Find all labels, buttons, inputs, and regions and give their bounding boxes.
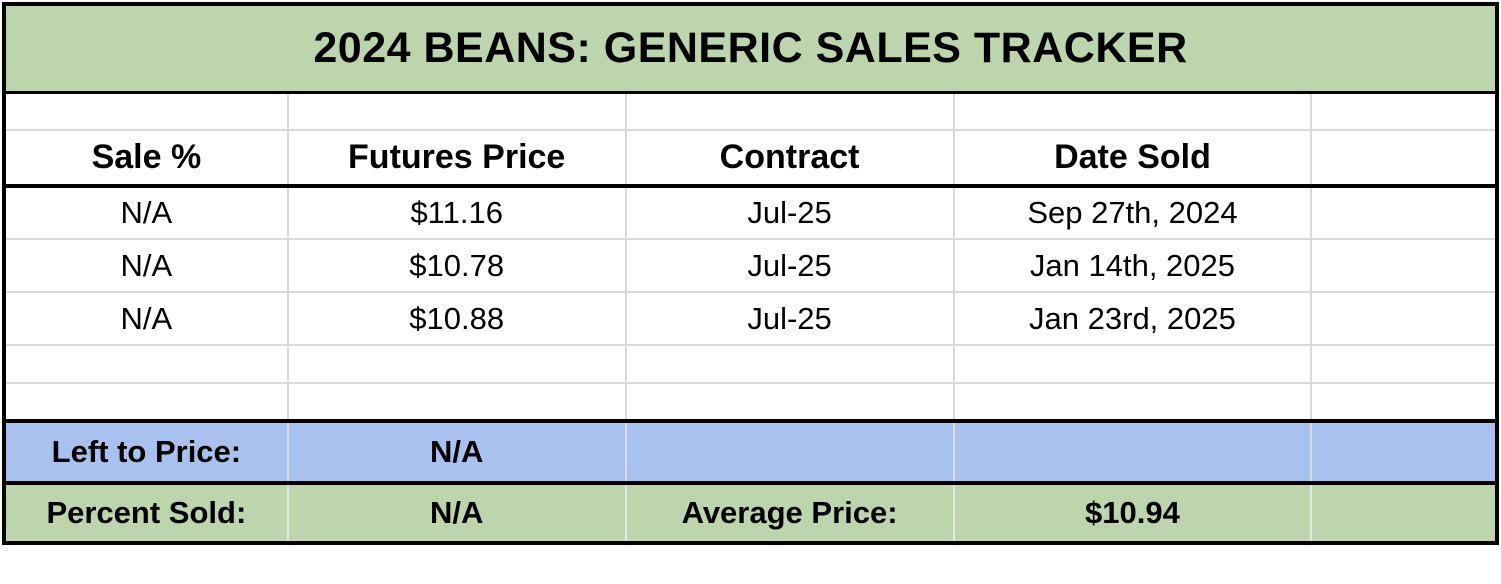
sale-row: N/A $11.16 Jul-25 Sep 27th, 2024 [4,185,1497,240]
empty-cell[interactable] [952,419,1313,484]
sale-row: N/A $10.88 Jul-25 Jan 23rd, 2025 [4,291,1497,346]
cell-sale-percent[interactable]: N/A [4,238,289,293]
cell-futures-price[interactable]: $10.88 [286,291,627,346]
empty-cell[interactable] [952,91,1313,131]
percent-sold-label[interactable]: Percent Sold: [4,481,289,544]
column-header-empty[interactable] [1310,129,1497,188]
empty-cell[interactable] [624,91,955,131]
average-price-label[interactable]: Average Price: [624,481,955,544]
cell-futures-price[interactable]: $11.16 [286,185,627,240]
title-row: 2024 BEANS: GENERIC SALES TRACKER [4,3,1497,94]
percent-sold-row: Percent Sold: N/A Average Price: $10.94 [4,481,1497,544]
cell-date-sold[interactable]: Sep 27th, 2024 [952,185,1313,240]
percent-sold-value[interactable]: N/A [286,481,627,544]
empty-cell[interactable] [1310,238,1497,293]
empty-cell[interactable] [624,344,955,384]
empty-cell[interactable] [952,382,1313,422]
empty-cell[interactable] [1310,91,1497,131]
column-header-contract[interactable]: Contract [624,129,955,188]
column-header-sale-percent[interactable]: Sale % [4,129,289,188]
empty-cell[interactable] [4,382,289,422]
column-header-row: Sale % Futures Price Contract Date Sold [4,129,1497,188]
cell-futures-price[interactable]: $10.78 [286,238,627,293]
spacer-row [4,382,1497,422]
left-to-price-row: Left to Price: N/A [4,419,1497,484]
cell-contract[interactable]: Jul-25 [624,238,955,293]
empty-cell[interactable] [624,382,955,422]
empty-cell[interactable] [1310,185,1497,240]
left-to-price-value[interactable]: N/A [286,419,627,484]
empty-cell[interactable] [952,344,1313,384]
cell-date-sold[interactable]: Jan 14th, 2025 [952,238,1313,293]
sales-tracker-table: 2024 BEANS: GENERIC SALES TRACKER Sale %… [2,2,1499,545]
cell-contract[interactable]: Jul-25 [624,185,955,240]
average-price-value[interactable]: $10.94 [952,481,1313,544]
empty-cell[interactable] [286,382,627,422]
cell-sale-percent[interactable]: N/A [4,185,289,240]
empty-cell[interactable] [1310,291,1497,346]
spacer-row [4,344,1497,384]
sale-row: N/A $10.78 Jul-25 Jan 14th, 2025 [4,238,1497,293]
empty-cell[interactable] [4,91,289,131]
empty-cell[interactable] [624,419,955,484]
empty-cell[interactable] [286,91,627,131]
empty-cell[interactable] [1310,481,1497,544]
empty-cell[interactable] [1310,344,1497,384]
cell-sale-percent[interactable]: N/A [4,291,289,346]
column-header-futures-price[interactable]: Futures Price [286,129,627,188]
empty-cell[interactable] [1310,419,1497,484]
empty-cell[interactable] [286,344,627,384]
left-to-price-label[interactable]: Left to Price: [4,419,289,484]
empty-cell[interactable] [4,344,289,384]
column-header-date-sold[interactable]: Date Sold [952,129,1313,188]
cell-contract[interactable]: Jul-25 [624,291,955,346]
cell-date-sold[interactable]: Jan 23rd, 2025 [952,291,1313,346]
tracker-title[interactable]: 2024 BEANS: GENERIC SALES TRACKER [4,3,1497,94]
empty-cell[interactable] [1310,382,1497,422]
spacer-row [4,91,1497,131]
